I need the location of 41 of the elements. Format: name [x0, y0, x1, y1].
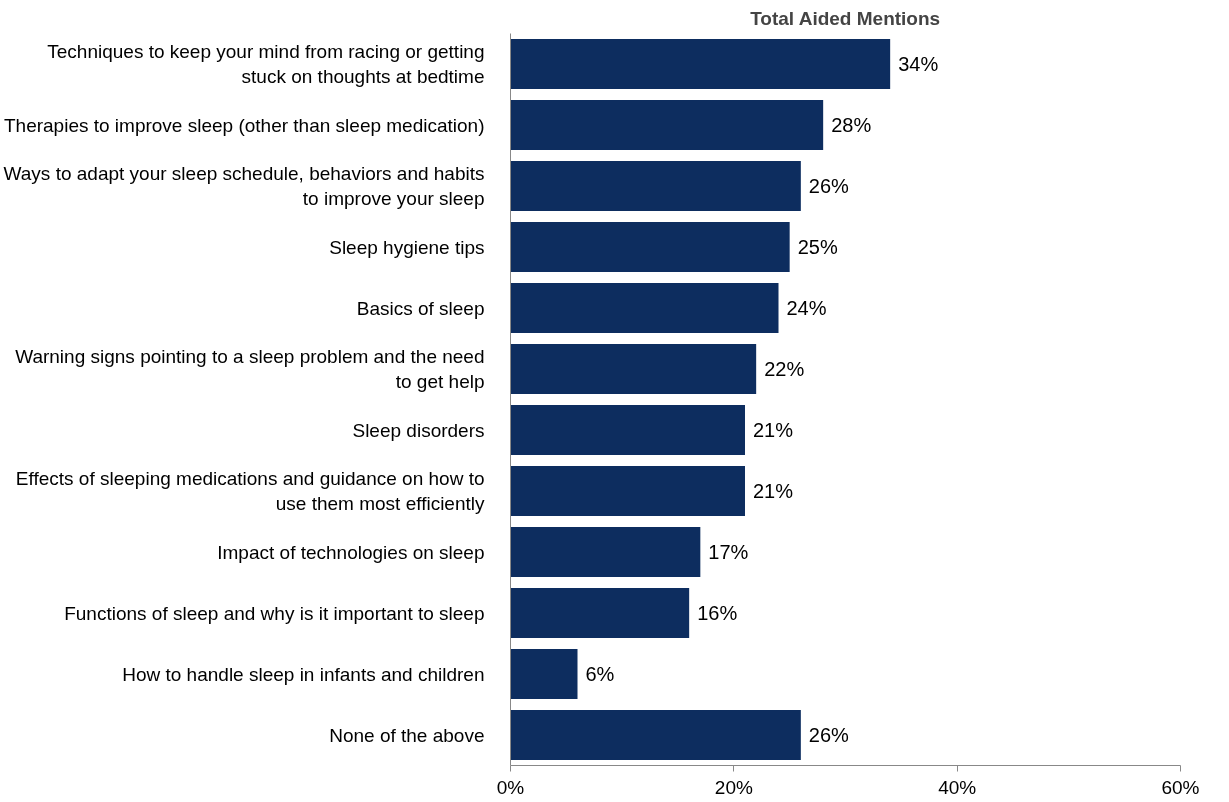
bar — [510, 709, 801, 761]
x-tick-label: 60% — [1161, 776, 1200, 798]
bar — [510, 587, 690, 639]
x-tick-label: 0% — [496, 776, 525, 798]
data-label: 26% — [808, 724, 850, 746]
bar — [510, 38, 891, 90]
y-tick-label: How to handle sleep in infants and children — [122, 663, 485, 685]
y-tick-label: Techniques to keep your mind from racing or getting stuck on thoughts at bedtime — [47, 40, 485, 88]
y-tick-label: Basics of sleep — [356, 297, 485, 319]
bar — [510, 526, 701, 578]
y-tick-label: Therapies to improve sleep (other than sleep medication) — [3, 114, 485, 136]
data-label: 21% — [753, 419, 794, 441]
y-tick-label: Functions of sleep and why is it important to sleep — [64, 602, 485, 624]
bar — [510, 282, 779, 334]
data-label: 21% — [753, 480, 794, 502]
data-label: 16% — [697, 602, 738, 624]
y-tick-label: Warning signs pointing to a sleep problem and the need to get help — [15, 345, 485, 393]
y-tick-label: Impact of technologies on sleep — [217, 541, 485, 563]
bar — [510, 404, 745, 456]
bar — [510, 160, 801, 212]
data-label: 25% — [797, 236, 838, 258]
x-tick-label: 40% — [938, 776, 977, 798]
y-tick-label: Effects of sleeping medications and guidance on how to use them most efficiently — [15, 467, 485, 515]
y-tick-label: Sleep hygiene tips — [329, 236, 485, 258]
y-tick-label: Ways to adapt your sleep schedule, behaviors and habits to improve your sleep — [3, 162, 485, 210]
y-tick-label: None of the above — [329, 724, 485, 746]
data-label: 6% — [585, 663, 615, 685]
bar — [510, 648, 578, 700]
data-label: 26% — [808, 175, 850, 197]
data-label: 22% — [764, 358, 805, 380]
data-label: 34% — [898, 53, 939, 75]
x-tick-label: 20% — [714, 776, 753, 798]
chart-title: Total Aided Mentions — [750, 7, 941, 29]
bar — [510, 465, 745, 517]
data-label: 24% — [786, 297, 827, 319]
bar — [510, 99, 824, 151]
bar — [510, 343, 757, 395]
y-tick-label: Sleep disorders — [352, 419, 485, 441]
bar — [510, 221, 790, 273]
data-label: 28% — [831, 114, 872, 136]
data-label: 17% — [708, 541, 749, 563]
